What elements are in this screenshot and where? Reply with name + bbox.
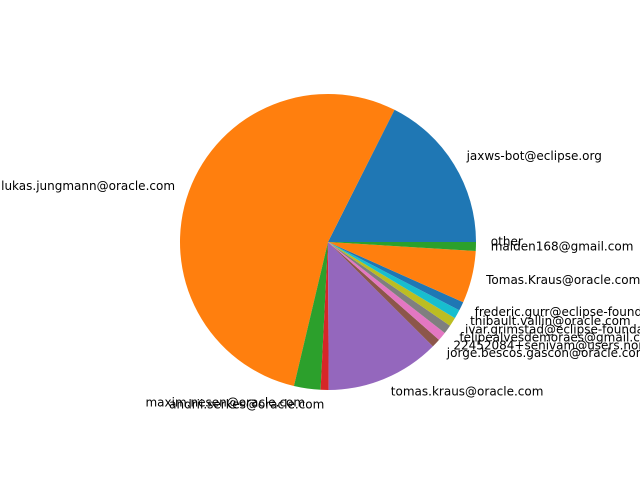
pie-label-jaxws-bot-eclipse-org: jaxws-bot@eclipse.org (466, 149, 602, 163)
pie-label-22452084-senivam-users-noreply-github-com: 22452084+senivam@users.noreply.github.co… (453, 338, 640, 352)
pie-slice-jorge-bescos-gascon-oracle-com (328, 242, 440, 347)
pie-slices (179, 94, 477, 391)
pie-label-maxim-nesen-oracle-com: maxim.nesen@oracle.com (145, 396, 305, 410)
pie-label-felipealvesdemoraes-gmail-com: felipealvesdemoraes@gmail.com (459, 331, 640, 345)
pie-label-other: other (491, 235, 523, 249)
pie-label-lukas-jungmann-oracle-com: lukas.jungmann@oracle.com (1, 179, 175, 193)
pie-slice-andrii-serkes-oracle-com (320, 242, 329, 391)
pie-slice-jaxws-bot-eclipse-org (328, 109, 476, 242)
pie-slice-thibault-vallin-oracle-com (328, 242, 460, 319)
pie-slice-lukas-jungmann-oracle-com (179, 94, 395, 387)
pie-slice-malden168-gmail-com (328, 242, 477, 251)
pie-label-frederic-gurr-eclipse-foundation-org: frederic.gurr@eclipse-foundation.org (475, 305, 640, 319)
pie-slice-frederic-gurr-eclipse-foundation-org (328, 242, 464, 311)
pie-slice-22452084-senivam-users-noreply-github-com (328, 242, 445, 340)
pie-label-tomas-kraus-oracle-com: Tomas.Kraus@oracle.com (485, 273, 640, 287)
pie-label-tomas-kraus-oracle-com: tomas.kraus@oracle.com (391, 385, 544, 399)
pie-label-andrii-serkes-oracle-com: andrii.serkes@oracle.com (169, 397, 324, 411)
pie-label-ivar-grimstad-eclipse-foundation-org: ivar.grimstad@eclipse-foundation.org (465, 322, 640, 336)
pie-slice-felipealvesdemoraes-gmail-com (328, 242, 451, 333)
pie-label-malden168-gmail-com: malden168@gmail.com (491, 239, 634, 253)
pie-label-jorge-bescos-gascon-oracle-com: jorge.bescos.gascon@oracle.com (446, 346, 640, 360)
pie-label-thibault-vallin-oracle-com: thibault.vallin@oracle.com (470, 314, 631, 328)
pie-slice-ivar-grimstad-eclipse-foundation-org (328, 242, 455, 326)
pie-slice-maxim-nesen-oracle-com (293, 242, 328, 390)
pie-slice-tomas-kraus-oracle-com (328, 242, 476, 303)
pie-labels: jaxws-bot@eclipse.org lukas.jungmann@orac… (1, 149, 640, 411)
pie-slice-tomas-kraus-oracle-com (328, 242, 433, 390)
